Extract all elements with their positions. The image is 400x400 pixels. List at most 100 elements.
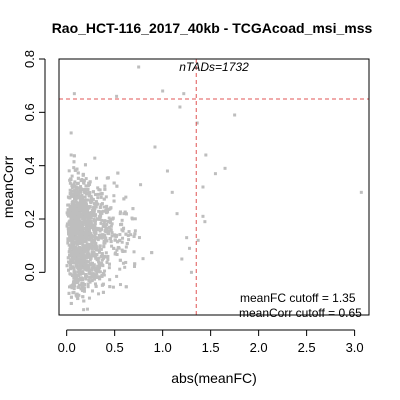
data-point bbox=[93, 282, 97, 286]
data-point bbox=[113, 238, 117, 242]
data-point bbox=[80, 198, 84, 202]
data-point bbox=[96, 192, 100, 196]
data-point bbox=[89, 268, 93, 272]
data-point bbox=[86, 285, 90, 289]
data-point bbox=[82, 190, 86, 194]
data-point bbox=[72, 213, 76, 217]
data-point bbox=[150, 251, 154, 255]
data-point bbox=[69, 234, 73, 238]
data-point bbox=[165, 169, 169, 173]
data-point bbox=[84, 237, 88, 241]
data-point bbox=[82, 248, 86, 252]
data-point bbox=[72, 270, 76, 274]
data-point bbox=[74, 278, 78, 282]
y-tick-label: 0.4 bbox=[22, 157, 37, 175]
data-point bbox=[100, 261, 104, 265]
data-point bbox=[88, 219, 92, 223]
data-point bbox=[81, 252, 85, 256]
data-points bbox=[65, 65, 363, 312]
data-point bbox=[100, 274, 104, 278]
data-point bbox=[102, 245, 106, 249]
data-point bbox=[90, 289, 94, 293]
data-point bbox=[87, 206, 91, 210]
data-point bbox=[81, 212, 85, 216]
data-point bbox=[77, 221, 81, 225]
data-point bbox=[93, 247, 97, 251]
data-point bbox=[201, 214, 205, 218]
data-point bbox=[81, 206, 85, 210]
data-point bbox=[71, 250, 75, 254]
data-point bbox=[77, 204, 81, 208]
data-point bbox=[74, 227, 78, 231]
data-point bbox=[68, 272, 72, 276]
data-point bbox=[110, 222, 114, 226]
data-point bbox=[70, 227, 74, 231]
data-point bbox=[98, 245, 102, 249]
data-point bbox=[84, 205, 88, 209]
data-point bbox=[98, 205, 102, 209]
data-point bbox=[69, 153, 73, 157]
data-point bbox=[99, 227, 103, 231]
data-point bbox=[68, 238, 72, 242]
data-point bbox=[89, 198, 93, 202]
data-point bbox=[89, 254, 93, 258]
data-point bbox=[73, 240, 77, 244]
data-point bbox=[92, 240, 96, 244]
data-point bbox=[86, 191, 90, 195]
data-point bbox=[71, 247, 75, 251]
data-point bbox=[83, 163, 87, 167]
data-point bbox=[96, 264, 100, 268]
data-point bbox=[123, 249, 127, 253]
data-point bbox=[69, 258, 73, 262]
data-point bbox=[124, 195, 128, 199]
data-point bbox=[196, 238, 200, 242]
data-point bbox=[69, 212, 73, 216]
data-point bbox=[82, 258, 86, 262]
data-point bbox=[90, 279, 94, 283]
data-point bbox=[70, 174, 74, 178]
data-point bbox=[94, 254, 98, 258]
data-point bbox=[185, 236, 189, 240]
data-point bbox=[67, 203, 71, 207]
data-point bbox=[72, 201, 76, 205]
data-point bbox=[100, 235, 104, 239]
data-point bbox=[87, 266, 91, 270]
data-point bbox=[182, 92, 186, 96]
data-point bbox=[96, 237, 100, 241]
data-point bbox=[106, 220, 110, 224]
data-point bbox=[83, 187, 87, 191]
data-point bbox=[78, 246, 82, 250]
data-point bbox=[131, 207, 135, 211]
data-point bbox=[94, 205, 98, 209]
data-point bbox=[130, 216, 134, 220]
data-point bbox=[88, 225, 92, 229]
data-point bbox=[87, 228, 91, 232]
data-point bbox=[117, 246, 121, 250]
data-point bbox=[80, 221, 84, 225]
data-point bbox=[66, 238, 70, 242]
data-point bbox=[83, 195, 87, 199]
data-point bbox=[97, 263, 101, 267]
data-point bbox=[94, 284, 98, 288]
data-point bbox=[93, 244, 97, 248]
data-point bbox=[87, 296, 91, 300]
data-point bbox=[76, 218, 80, 222]
data-point bbox=[80, 241, 84, 245]
data-point bbox=[72, 219, 76, 223]
data-point bbox=[78, 276, 82, 280]
data-point bbox=[92, 223, 96, 227]
data-point bbox=[87, 193, 91, 197]
data-point bbox=[98, 244, 102, 248]
data-point bbox=[97, 188, 101, 192]
data-point bbox=[112, 194, 116, 198]
data-point bbox=[85, 255, 89, 259]
data-point bbox=[105, 239, 109, 243]
data-point bbox=[75, 167, 79, 171]
data-point bbox=[97, 209, 101, 213]
y-tick-label: 0.0 bbox=[22, 263, 37, 281]
data-point bbox=[73, 216, 77, 220]
data-point bbox=[67, 221, 71, 225]
meanfc-cutoff-label: meanFC cutoff = 1.35 bbox=[240, 291, 356, 305]
data-point bbox=[110, 231, 114, 235]
data-point bbox=[68, 192, 72, 196]
